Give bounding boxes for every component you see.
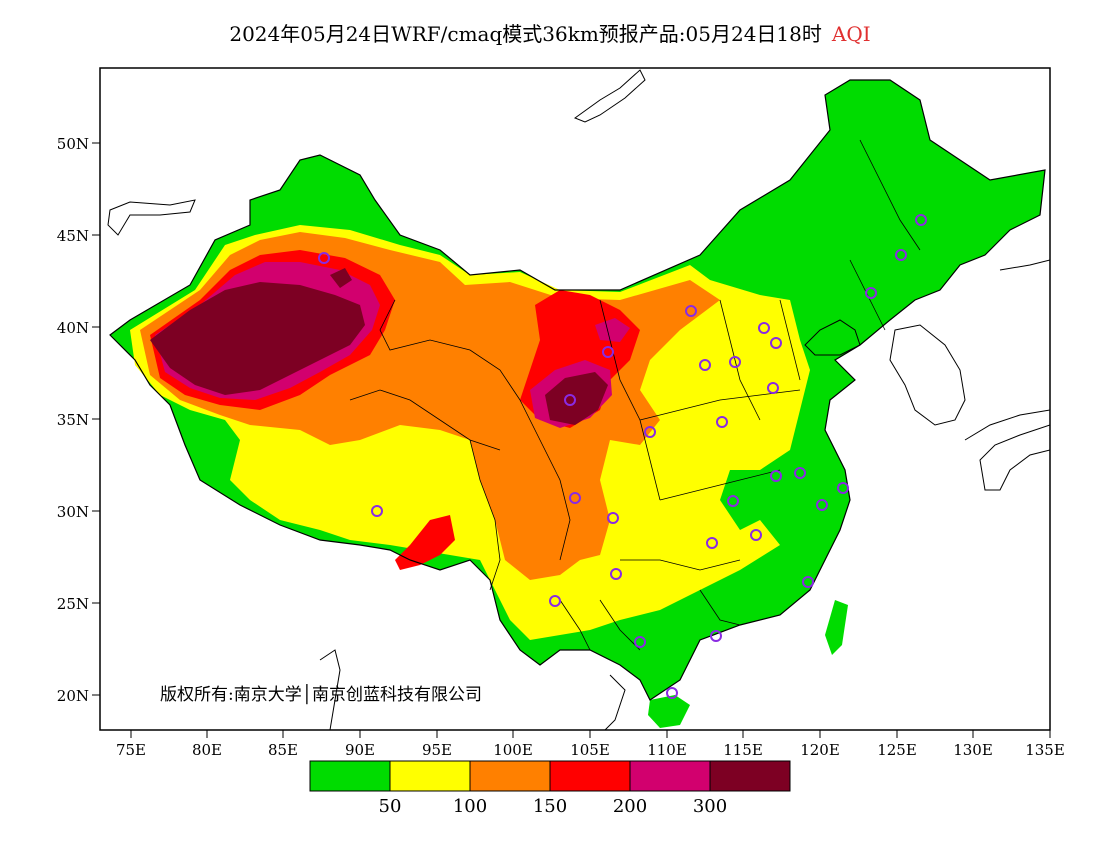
station-marker <box>685 305 697 317</box>
lon-ticks <box>130 730 1051 738</box>
station-marker <box>634 636 646 648</box>
station-marker <box>602 346 614 358</box>
legend-swatch <box>309 760 391 792</box>
province-borders <box>349 139 921 651</box>
lon-label: 90E <box>345 741 375 759</box>
lon-label: 135E <box>1025 741 1065 759</box>
lon-label: 75E <box>116 741 146 759</box>
legend-threshold: 300 <box>693 796 727 817</box>
region-unhealthy-3 <box>395 515 455 570</box>
lat-label: 20N <box>57 687 89 705</box>
lat-label: 25N <box>57 595 89 613</box>
station-marker <box>569 492 581 504</box>
station-marker <box>729 356 741 368</box>
station-marker <box>895 249 907 261</box>
aqi-fill-layer <box>110 80 1045 728</box>
lon-label: 80E <box>192 741 222 759</box>
station-marker <box>564 394 576 406</box>
lon-label: 105E <box>570 741 610 759</box>
station-marker <box>915 214 927 226</box>
station-marker <box>750 529 762 541</box>
lat-label: 50N <box>57 135 89 153</box>
lat-labels: 50N 45N 40N 35N 30N 25N 20N <box>57 135 89 705</box>
legend-swatch <box>629 760 711 792</box>
station-marker <box>644 426 656 438</box>
lon-label: 130E <box>953 741 993 759</box>
legend-threshold: 100 <box>453 796 487 817</box>
lat-label: 40N <box>57 319 89 337</box>
region-taiwan <box>825 600 848 655</box>
color-legend <box>309 760 791 792</box>
variable-label: AQI <box>831 22 871 46</box>
lon-label: 110E <box>647 741 687 759</box>
region-hazardous <box>150 282 365 395</box>
station-marker <box>770 337 782 349</box>
legend-threshold: 200 <box>613 796 647 817</box>
station-marker <box>767 382 779 394</box>
legend-swatch <box>389 760 471 792</box>
region-very-unhealthy-3 <box>595 318 630 342</box>
lat-ticks <box>92 142 100 696</box>
station-marker <box>706 537 718 549</box>
station-marker <box>770 470 782 482</box>
legend-threshold: 50 <box>379 796 402 817</box>
station-marker <box>716 416 728 428</box>
station-marker <box>727 495 739 507</box>
station-marker <box>865 287 877 299</box>
lat-label: 35N <box>57 411 89 429</box>
copyright-notice: 版权所有:南京大学│南京创蓝科技有限公司 <box>160 685 482 705</box>
station-marker <box>837 482 849 494</box>
station-marker <box>607 512 619 524</box>
station-marker <box>710 630 722 642</box>
title-text: 2024年05月24日WRF/cmaq模式36km预报产品:05月24日18时 <box>229 22 822 46</box>
station-marker <box>549 595 561 607</box>
lon-label: 125E <box>877 741 917 759</box>
station-marker <box>816 499 828 511</box>
region-hainan <box>648 695 690 728</box>
station-marker <box>758 322 770 334</box>
legend-swatch <box>709 760 791 792</box>
lon-label: 115E <box>723 741 763 759</box>
station-marker <box>318 252 330 264</box>
lon-label: 85E <box>268 741 298 759</box>
legend-thresholds: 50 100 150 200 300 <box>379 796 728 817</box>
station-marker <box>699 359 711 371</box>
lon-label: 100E <box>493 741 533 759</box>
country-outline <box>109 79 1046 701</box>
station-marker <box>666 687 678 699</box>
station-markers <box>318 214 927 699</box>
coastlines <box>107 69 1050 730</box>
station-marker <box>371 505 383 517</box>
legend-swatch <box>549 760 631 792</box>
legend-threshold: 150 <box>533 796 567 817</box>
lat-label: 30N <box>57 503 89 521</box>
map-title: 2024年05月24日WRF/cmaq模式36km预报产品:05月24日18时 A… <box>0 18 1100 47</box>
station-marker <box>802 576 814 588</box>
legend-swatch <box>469 760 551 792</box>
lon-labels: 75E 80E 85E 90E 95E 100E 105E 110E 115E … <box>116 741 1065 759</box>
lat-label: 45N <box>57 227 89 245</box>
region-hazardous-3 <box>330 268 352 288</box>
station-marker <box>610 568 622 580</box>
lon-label: 95E <box>422 741 452 759</box>
station-marker <box>794 467 806 479</box>
region-hazardous-2 <box>545 372 608 425</box>
lon-label: 120E <box>800 741 840 759</box>
